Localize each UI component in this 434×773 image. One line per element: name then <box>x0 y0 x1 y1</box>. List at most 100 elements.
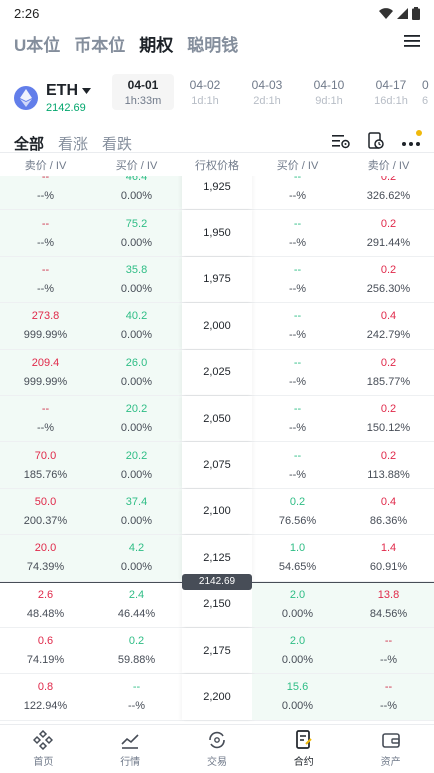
expiry-item[interactable]: 04-01 1h:33m <box>112 74 174 110</box>
expiry-item[interactable]: 04-10 9d:1h <box>313 77 345 107</box>
call-bid-cell[interactable]: 0.2 59.88% <box>91 628 182 673</box>
put-bid-cell[interactable]: 0.2 76.56% <box>252 489 343 534</box>
table-row[interactable]: 0.8 122.94% -- --% 2,200 15.6 0.00% -- --% <box>0 674 434 721</box>
call-ask-iv: 185.76% <box>23 468 68 481</box>
history-document-icon[interactable] <box>368 131 384 155</box>
call-bid-cell[interactable]: 20.2 0.00% <box>91 395 182 442</box>
put-ask-cell[interactable]: 0.4 242.79% <box>343 303 434 348</box>
tab-coinm[interactable]: 币本位 <box>74 35 126 55</box>
call-ask-cell[interactable]: -- --% <box>0 256 91 303</box>
strike-price: 2,075 <box>182 442 252 488</box>
put-bid-cell[interactable]: -- --% <box>252 257 343 302</box>
call-ask-iv: 999.99% <box>23 329 68 342</box>
call-ask-cell[interactable]: 2.6 48.48% <box>0 582 91 627</box>
call-bid-iv: 0.00% <box>120 329 153 342</box>
table-row[interactable]: 209.4 999.99% 26.0 0.00% 2,025 -- --% 0.2 185.77… <box>0 349 434 396</box>
call-bid-cell[interactable]: 75.2 0.00% <box>91 210 182 256</box>
nav-trade[interactable]: 交易 <box>174 725 261 773</box>
put-bid-cell[interactable]: 2.0 0.00% <box>252 581 343 627</box>
put-bid-cell[interactable]: -- --% <box>252 396 343 441</box>
put-bid-cell[interactable]: 15.6 0.00% <box>252 674 343 720</box>
call-ask-cell[interactable]: 0.6 74.19% <box>0 628 91 673</box>
table-row[interactable]: -- --% 20.2 0.00% 2,050 -- --% 0.2 150.12% <box>0 395 434 443</box>
put-ask-iv: 60.91% <box>369 561 408 574</box>
put-bid-cell[interactable]: -- --% <box>252 210 343 255</box>
menu-icon[interactable] <box>404 34 420 53</box>
wallet-icon <box>381 733 400 748</box>
call-ask-iv: 122.94% <box>23 700 68 713</box>
call-bid-cell[interactable]: -- --% <box>91 674 182 719</box>
put-ask-cell[interactable]: 1.4 60.91% <box>343 535 434 580</box>
call-ask-cell[interactable]: 0.8 122.94% <box>0 674 91 719</box>
table-row[interactable]: -- --% 35.8 0.00% 1,975 -- --% 0.2 256.30% <box>0 256 434 304</box>
tab-usdm[interactable]: U本位 <box>14 35 61 55</box>
call-ask-price: 0.6 <box>37 635 54 648</box>
call-bid-cell[interactable]: 2.4 46.44% <box>91 582 182 627</box>
tab-options[interactable]: 期权 <box>139 35 174 55</box>
put-bid-cell[interactable]: 2.0 0.00% <box>252 627 343 674</box>
expiry-item[interactable]: 04-17 16d:1h <box>374 77 408 107</box>
put-ask-cell[interactable]: 13.8 84.56% <box>343 581 434 627</box>
put-bid-cell[interactable]: -- --% <box>252 303 343 348</box>
call-ask-cell[interactable]: 70.0 185.76% <box>0 442 91 488</box>
call-ask-cell[interactable]: 273.8 999.99% <box>0 303 91 349</box>
call-bid-cell[interactable]: 4.2 0.00% <box>91 535 182 581</box>
chart-icon <box>121 734 139 749</box>
put-ask-price: 0.2 <box>380 403 397 416</box>
settings-list-icon[interactable] <box>332 133 350 154</box>
filter-puts[interactable]: 看跌 <box>102 135 133 153</box>
put-ask-cell[interactable]: 0.2 150.12% <box>343 396 434 441</box>
put-ask-cell[interactable]: 0.2 291.44% <box>343 210 434 255</box>
asset-selector[interactable]: ETH 2142.69 <box>46 82 114 114</box>
call-bid-cell[interactable]: 26.0 0.00% <box>91 349 182 395</box>
call-bid-cell[interactable]: 37.4 0.00% <box>91 488 182 535</box>
table-row[interactable]: 70.0 185.76% 20.2 0.00% 2,075 -- --% 0.2 113.88% <box>0 442 434 489</box>
caret-down-icon <box>82 88 91 94</box>
more-icon[interactable] <box>402 134 420 152</box>
call-ask-iv: --% <box>36 422 55 435</box>
home-icon <box>33 730 54 750</box>
table-row[interactable]: -- --% 75.2 0.00% 1,950 -- --% 0.2 291.44% <box>0 210 434 257</box>
table-row[interactable]: 20.0 74.39% 4.2 0.00% 2,125 1.0 54.65% 1.4 60.91… <box>0 535 434 582</box>
put-ask-price: 1.4 <box>380 542 397 555</box>
call-ask-cell[interactable]: 209.4 999.99% <box>0 349 91 395</box>
call-bid-iv: 0.00% <box>120 236 153 249</box>
put-bid-cell[interactable]: 1.0 54.65% <box>252 535 343 580</box>
table-row[interactable]: 273.8 999.99% 40.2 0.00% 2,000 -- --% 0.4 242.79… <box>0 303 434 350</box>
expiry-item[interactable]: 04-02 1d:1h <box>189 77 221 107</box>
call-bid-cell[interactable]: 35.8 0.00% <box>91 256 182 303</box>
expiry-item[interactable]: 04-03 2d:1h <box>251 77 283 107</box>
put-bid-cell[interactable]: -- --% <box>252 164 343 209</box>
call-bid-cell[interactable]: 20.2 0.00% <box>91 442 182 488</box>
nav-futures[interactable]: 合约 <box>260 725 347 773</box>
call-ask-cell[interactable]: -- --% <box>0 210 91 256</box>
put-ask-cell[interactable]: -- --% <box>343 674 434 720</box>
put-ask-cell[interactable]: -- --% <box>343 627 434 674</box>
put-bid-cell[interactable]: -- --% <box>252 442 343 487</box>
call-bid-iv: 0.00% <box>120 561 153 574</box>
nav-home[interactable]: 首页 <box>0 725 87 773</box>
call-ask-cell[interactable]: 50.0 200.37% <box>0 488 91 535</box>
call-ask-price: 209.4 <box>31 356 60 369</box>
put-ask-iv: 84.56% <box>369 607 408 620</box>
table-row[interactable]: 50.0 200.37% 37.4 0.00% 2,100 0.2 76.56% 0.4 86.… <box>0 488 434 536</box>
call-bid-price: 4.2 <box>128 542 145 555</box>
put-ask-cell[interactable]: 0.2 185.77% <box>343 350 434 395</box>
call-ask-iv: --% <box>36 236 55 249</box>
put-bid-iv: --% <box>288 375 307 388</box>
put-ask-cell[interactable]: 0.4 86.36% <box>343 489 434 534</box>
nav-assets[interactable]: 资产 <box>347 725 434 773</box>
filter-calls[interactable]: 看涨 <box>58 135 89 153</box>
put-ask-cell[interactable]: 0.2 113.88% <box>343 442 434 487</box>
put-bid-price: -- <box>293 217 302 230</box>
call-bid-price: 35.8 <box>125 263 148 276</box>
call-ask-cell[interactable]: -- --% <box>0 395 91 442</box>
put-bid-cell[interactable]: -- --% <box>252 350 343 395</box>
nav-markets[interactable]: 行情 <box>87 725 174 773</box>
call-bid-cell[interactable]: 40.2 0.00% <box>91 303 182 349</box>
table-row[interactable]: 0.6 74.19% 0.2 59.88% 2,175 2.0 0.00% -- --% <box>0 627 434 675</box>
tab-smart-money[interactable]: 聪明钱 <box>187 35 239 55</box>
call-ask-cell[interactable]: 20.0 74.39% <box>0 535 91 581</box>
put-ask-cell[interactable]: 0.2 256.30% <box>343 257 434 302</box>
